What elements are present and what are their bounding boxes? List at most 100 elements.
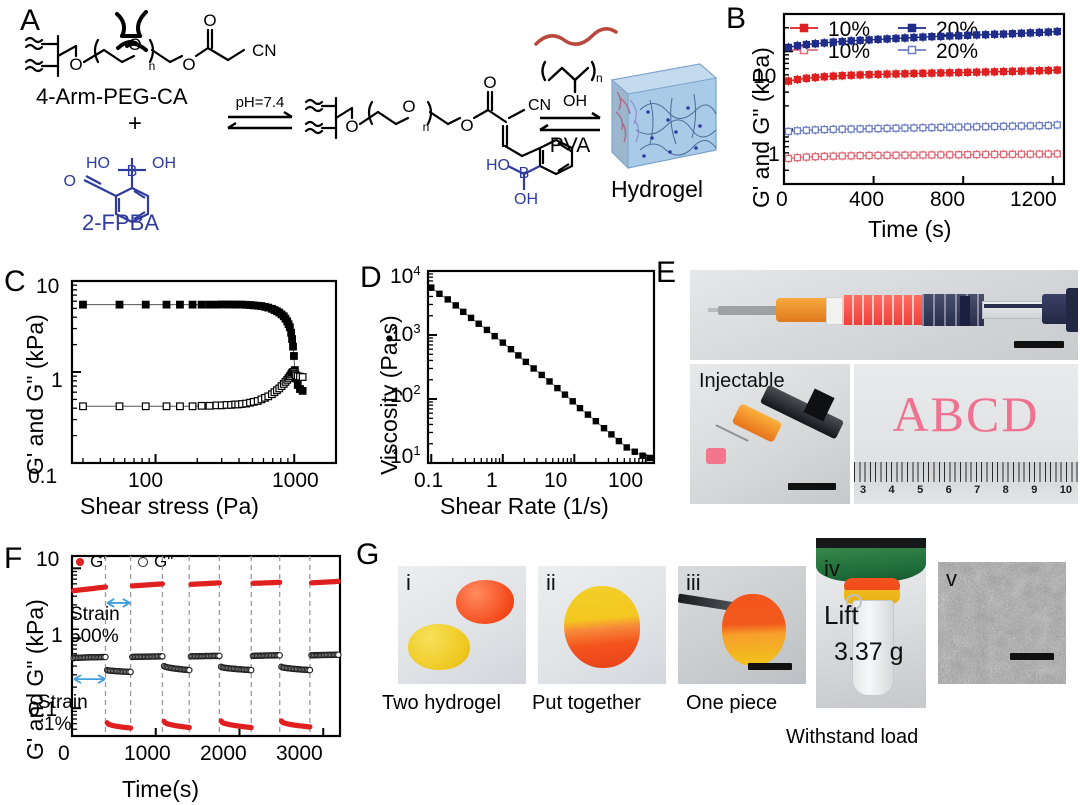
label-o: O xyxy=(483,73,496,92)
panel-b: B G' and G" (kPa) Time (s) 10 1 0 400 80… xyxy=(716,0,1080,250)
lift-photo: iv Lift 3.37 g xyxy=(816,538,926,708)
panel-a: A xyxy=(0,0,718,245)
panel-a-letter: A xyxy=(20,4,41,37)
reactant1-label: 4-Arm-PEG-CA xyxy=(36,84,188,109)
panel-f-xlabel: Time(s) xyxy=(122,776,200,802)
panel-g: G i ii iii iv Lift 3.37 g xyxy=(356,530,1080,805)
panel-d-xtick-100: 100 xyxy=(608,469,644,492)
scale-bar xyxy=(748,663,792,670)
panel-c-ytick-10: 10 xyxy=(36,275,60,298)
legend-marker-open-icon xyxy=(138,557,148,567)
panel-f: F G' and G" (kPa) Time(s) 10 1 0.1 0 100… xyxy=(0,530,360,805)
roman-label: i xyxy=(406,570,411,595)
panel-f-xtick-1000: 1000 xyxy=(124,742,171,765)
panel-c-xtick-100: 100 xyxy=(128,469,164,492)
panel-e-letter: E xyxy=(656,256,677,289)
panel-d: D Viscosity (Pa•s) Shear Rate (1/s) 104 … xyxy=(358,245,658,530)
panel-f-ytick-10: 10 xyxy=(36,548,60,571)
panel-d-xtick-1: 1 xyxy=(486,469,498,492)
panel-c-plot xyxy=(70,279,338,465)
strain-low-value: 1% xyxy=(44,714,72,735)
scale-bar xyxy=(1010,653,1054,660)
weight-label: 3.37 g xyxy=(834,638,904,666)
panel-b-ytick-1: 1 xyxy=(768,143,780,166)
injectable-photo: Injectable xyxy=(690,364,850,504)
strain-high-value: 500% xyxy=(70,626,119,647)
syringe-photo xyxy=(690,270,1078,360)
panel-f-xtick-2000: 2000 xyxy=(200,742,247,765)
panel-b-plot: 10% 20%10% 20% xyxy=(782,12,1066,186)
panel-b-xtick-0: 0 xyxy=(776,188,788,211)
label-o: O xyxy=(182,55,195,74)
injectable-caption: Injectable xyxy=(699,370,785,392)
scale-bar xyxy=(788,483,836,490)
pva-label: PVA xyxy=(550,134,590,157)
panel-c: C G' and G" (kPa) Shear stress (Pa) 10 1… xyxy=(0,245,360,530)
caption-one-piece: One piece xyxy=(686,692,778,714)
sem-photo: v xyxy=(938,562,1066,684)
label-oh: OH xyxy=(152,155,176,172)
label-ho: HO xyxy=(86,155,110,172)
panel-a-scheme: O O n O O CN pH=7.4 xyxy=(24,10,718,224)
panel-c-ytick-01: 0.1 xyxy=(28,465,58,488)
label-o: O xyxy=(345,117,358,136)
label-cn: CN xyxy=(252,41,277,60)
panel-d-ytick-1e4: 104 xyxy=(390,263,421,288)
panel-f-plot xyxy=(70,554,342,738)
panel-d-xlabel: Shear Rate (1/s) xyxy=(440,493,609,519)
panel-d-ytick-1e2: 102 xyxy=(390,382,421,407)
label-n: n xyxy=(149,59,156,73)
roman-label: iii xyxy=(686,570,701,595)
strain-high-label: Strain xyxy=(70,604,120,625)
label-o: O xyxy=(203,11,216,30)
panel-f-ytick-1: 1 xyxy=(51,624,63,647)
panel-f-xtick-3000: 3000 xyxy=(276,742,323,765)
panel-d-letter: D xyxy=(360,261,382,294)
roman-label: iv xyxy=(824,556,840,581)
panel-d-xtick-01: 0.1 xyxy=(414,469,444,492)
panel-b-xtick-1200: 1200 xyxy=(1010,188,1057,211)
one-piece-photo: iii xyxy=(678,566,806,684)
product-label: Hydrogel xyxy=(611,176,704,202)
pva-squiggle xyxy=(534,27,618,46)
panel-d-ytick-1e1: 101 xyxy=(390,443,421,468)
scale-bar xyxy=(1014,341,1064,348)
plus-label: + xyxy=(128,110,143,137)
label-b: B xyxy=(127,163,138,180)
ruler-ticks: 3 4 5 6 7 8 9 10 xyxy=(860,484,1072,496)
label-o: O xyxy=(64,173,76,190)
abcd-letters: ABCD xyxy=(892,386,1040,442)
panel-b-letter: B xyxy=(726,2,747,35)
roman-label: ii xyxy=(546,570,556,595)
label-oh: OH xyxy=(514,191,538,208)
label-o: O xyxy=(69,55,82,74)
panel-c-letter: C xyxy=(4,265,26,298)
panel-c-xlabel: Shear stress (Pa) xyxy=(80,493,259,519)
panel-b-xtick-800: 800 xyxy=(930,188,966,211)
svg-text:10%: 10% xyxy=(828,40,870,63)
panel-b-xlabel: Time (s) xyxy=(868,216,952,242)
panel-g-letter: G xyxy=(356,538,380,571)
put-together-photo: ii xyxy=(538,566,666,684)
ph-label: pH=7.4 xyxy=(236,94,285,111)
panel-d-xtick-10: 10 xyxy=(544,469,568,492)
caption-withstand-load: Withstand load xyxy=(786,726,919,748)
label-b: B xyxy=(519,165,530,182)
panel-b-xtick-400: 400 xyxy=(849,188,885,211)
panel-b-ytick-10: 10 xyxy=(753,65,777,88)
legend-marker-filled-icon xyxy=(76,558,84,566)
panel-d-plot xyxy=(426,269,656,465)
panel-f-xtick-0: 0 xyxy=(58,742,70,765)
panel-d-ytick-1e3: 103 xyxy=(390,321,421,346)
abcd-writing-photo: ABCD 3 4 5 6 7 8 9 10 xyxy=(854,364,1078,504)
label-ho: HO xyxy=(486,157,510,174)
svg-text:10%: 10% xyxy=(828,18,870,41)
panel-f-ytick-01: 0.1 xyxy=(28,698,58,721)
sem-texture xyxy=(938,562,1066,684)
panel-c-xtick-1000: 1000 xyxy=(272,469,319,492)
label-cn: CN xyxy=(528,97,551,114)
reactant2-label: 2-FPBA xyxy=(82,210,160,235)
panel-e: E Injectable ABCD 3 4 5 6 7 8 9 10 xyxy=(656,258,1080,513)
caption-two-hydrogel: Two hydrogel xyxy=(382,692,501,714)
panel-c-ytick-1: 1 xyxy=(51,369,63,392)
